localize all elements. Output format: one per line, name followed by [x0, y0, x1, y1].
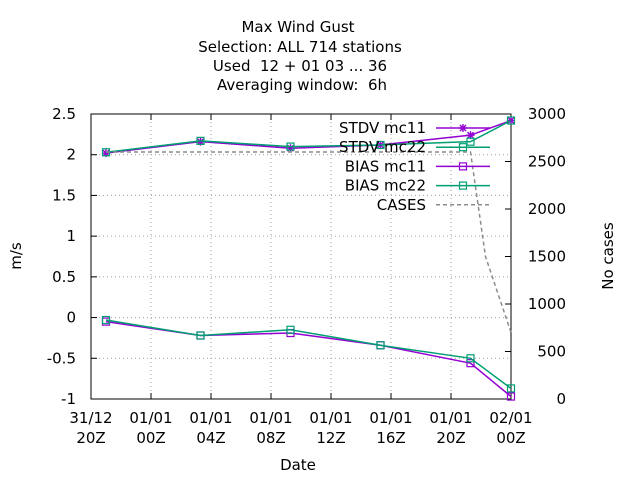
legend-label-cases: CASES — [377, 196, 426, 214]
title-line-4: Averaging window: 6h — [217, 76, 387, 94]
data-point-stdv-mc22 — [506, 116, 516, 125]
y2-tick-label: 1500 — [528, 248, 566, 266]
data-point-stdv-mc22 — [286, 142, 295, 151]
title-line-1: Max Wind Gust — [241, 18, 354, 36]
y-axis-label: m/s — [7, 242, 25, 270]
y2-axis-label: No cases — [599, 222, 617, 290]
data-point-bias-mc22 — [506, 384, 516, 393]
legend-label-bias-mc22: BIAS mc22 — [345, 177, 426, 195]
series-stdv-mc11 — [102, 116, 515, 158]
x-tick-label-hour: 20Z — [76, 429, 105, 447]
x-tick-label-hour: 08Z — [256, 429, 285, 447]
data-point-stdv-mc11-part — [467, 131, 474, 139]
x-tick-label-date: 01/01 — [189, 409, 232, 427]
series-group — [101, 116, 516, 401]
legend-marker-bias-mc11 — [458, 162, 468, 171]
y-axis-ticks: 2.5 2 1.5 1 0.5 0 -0.5 -1 — [47, 105, 97, 408]
x-tick-label-hour: 12Z — [316, 429, 345, 447]
x-axis-ticks: 31/12 20Z 01/01 00Z 01/01 04Z 01/01 08Z 01/01 12Z… — [69, 114, 533, 447]
y-tick-label: -0.5 — [47, 349, 76, 367]
x-tick-label-hour: 00Z — [136, 429, 165, 447]
plot-border — [90, 113, 512, 400]
y2-tick-label: 2000 — [528, 200, 566, 218]
y-tick-label: 1 — [66, 227, 76, 245]
y2-tick-label: 2500 — [528, 153, 566, 171]
x-tick-label-date: 01/01 — [249, 409, 292, 427]
data-point-stdv-mc11 — [286, 144, 295, 153]
data-point-bias-mc22 — [376, 341, 385, 350]
data-point-bias-mc22 — [196, 331, 205, 340]
y2-tick-label: 500 — [537, 343, 566, 361]
title-line-3: Used 12 + 01 03 ... 36 — [213, 57, 387, 75]
data-point-stdv-mc22 — [376, 140, 385, 150]
y-tick-label: 2 — [66, 146, 76, 164]
legend-entry-stdv-mc11: STDV mc11 — [339, 119, 490, 137]
legend-entry-stdv-mc22: STDV mc22 — [339, 138, 490, 156]
legend-label-bias-mc11: BIAS mc11 — [345, 157, 426, 175]
series-line-bias-mc22 — [105, 319, 512, 390]
y-tick-label: 0 — [66, 309, 76, 327]
data-point-bias-mc22 — [286, 325, 295, 334]
series-line-cases — [106, 151, 512, 333]
y-tick-label: 2.5 — [52, 105, 76, 123]
x-tick-label-date: 01/01 — [429, 409, 472, 427]
series-stdv-mc22 — [101, 116, 516, 157]
y2-axis-ticks: 3000 2500 2000 1500 1000 500 0 — [505, 105, 566, 408]
data-point-stdv-mc11-part — [197, 138, 204, 146]
y-tick-label: 0.5 — [52, 268, 76, 286]
legend-label-stdv-mc22: STDV mc22 — [339, 138, 426, 156]
y-tick-label: -1 — [61, 390, 76, 408]
x-axis-label: Date — [280, 456, 316, 474]
series-cases — [106, 151, 512, 333]
series-bias-mc11 — [101, 317, 516, 401]
series-line-stdv-mc11 — [105, 119, 512, 154]
x-tick-label-hour: 16Z — [376, 429, 405, 447]
data-point-bias-mc11 — [506, 392, 516, 401]
y2-tick-label: 3000 — [528, 105, 566, 123]
legend-marker-stdv-mc11-part — [459, 124, 467, 132]
x-tick-label-hour: 20Z — [436, 429, 465, 447]
y2-tick-label: 1000 — [528, 295, 566, 313]
data-point-stdv-mc11 — [466, 131, 475, 140]
chart-title: Max Wind Gust Selection: ALL 714 station… — [198, 18, 402, 94]
legend-entry-bias-mc22: BIAS mc22 — [345, 177, 490, 195]
legend-marker-bias-mc22 — [458, 181, 468, 190]
legend-marker-stdv-mc22 — [458, 143, 468, 152]
x-tick-label-hour: 00Z — [496, 429, 525, 447]
y-tick-label: 1.5 — [52, 186, 76, 204]
legend-marker-stdv-mc11 — [459, 124, 467, 132]
legend-entry-cases: CASES — [377, 196, 490, 214]
y2-tick-label: 0 — [556, 390, 566, 408]
x-tick-label-date: 01/01 — [129, 409, 172, 427]
legend-label-stdv-mc11: STDV mc11 — [339, 119, 426, 137]
legend-entry-bias-mc11: BIAS mc11 — [345, 157, 490, 175]
x-tick-label-date: 01/01 — [309, 409, 352, 427]
title-line-2: Selection: ALL 714 stations — [198, 38, 402, 56]
series-bias-mc22 — [101, 315, 516, 393]
grid — [91, 114, 511, 399]
data-point-stdv-mc11-part — [102, 149, 110, 157]
data-point-stdv-mc22 — [466, 137, 475, 146]
axes — [90, 113, 512, 400]
x-tick-label-hour: 04Z — [196, 429, 225, 447]
data-point-stdv-mc22 — [196, 136, 205, 145]
x-tick-label-date: 02/01 — [489, 409, 532, 427]
data-point-bias-mc11 — [466, 359, 475, 368]
data-point-bias-mc22 — [101, 315, 111, 325]
x-tick-label-date: 01/01 — [369, 409, 412, 427]
data-point-bias-mc22 — [466, 354, 475, 363]
series-line-stdv-mc22 — [105, 119, 512, 154]
x-tick-label-date: 31/12 — [69, 409, 112, 427]
